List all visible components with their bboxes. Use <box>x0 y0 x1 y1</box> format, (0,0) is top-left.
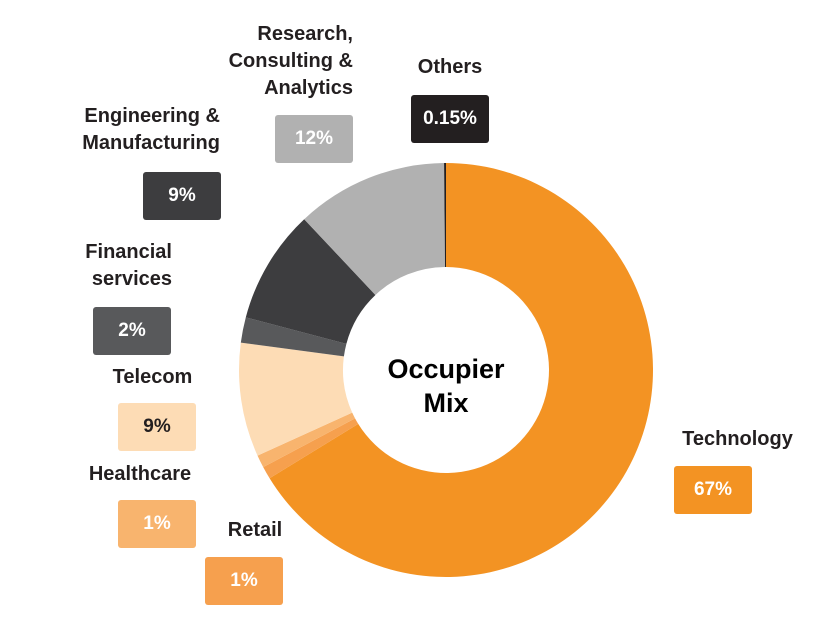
value-label: 1% <box>205 557 283 605</box>
category-label: Technology <box>682 428 793 450</box>
category-label: Engineering & Manufacturing <box>82 105 220 154</box>
donut-slice <box>257 412 356 468</box>
value-label: 12% <box>275 115 353 163</box>
value-label: 0.15% <box>411 95 489 143</box>
value-label: 2% <box>93 307 171 355</box>
category-label: Telecom <box>112 366 193 388</box>
donut-slice <box>240 317 347 357</box>
donut-slice <box>304 163 446 295</box>
donut-slice <box>263 418 359 479</box>
chart-title: Occupier Mix <box>387 354 505 418</box>
donut-slice <box>444 163 446 268</box>
category-label: Research, Consulting & Analytics <box>228 23 353 99</box>
value-label: 9% <box>143 172 221 220</box>
category-label: Others <box>417 56 483 78</box>
value-label: 1% <box>118 500 196 548</box>
donut-slice <box>238 342 353 456</box>
category-label: Financial services <box>85 241 172 290</box>
value-label: 67% <box>674 466 752 514</box>
category-label: Retail <box>227 519 283 541</box>
donut-slice <box>245 219 376 344</box>
donut-slice <box>269 163 654 577</box>
value-label: 9% <box>118 403 196 451</box>
category-label: Healthcare <box>88 463 192 485</box>
